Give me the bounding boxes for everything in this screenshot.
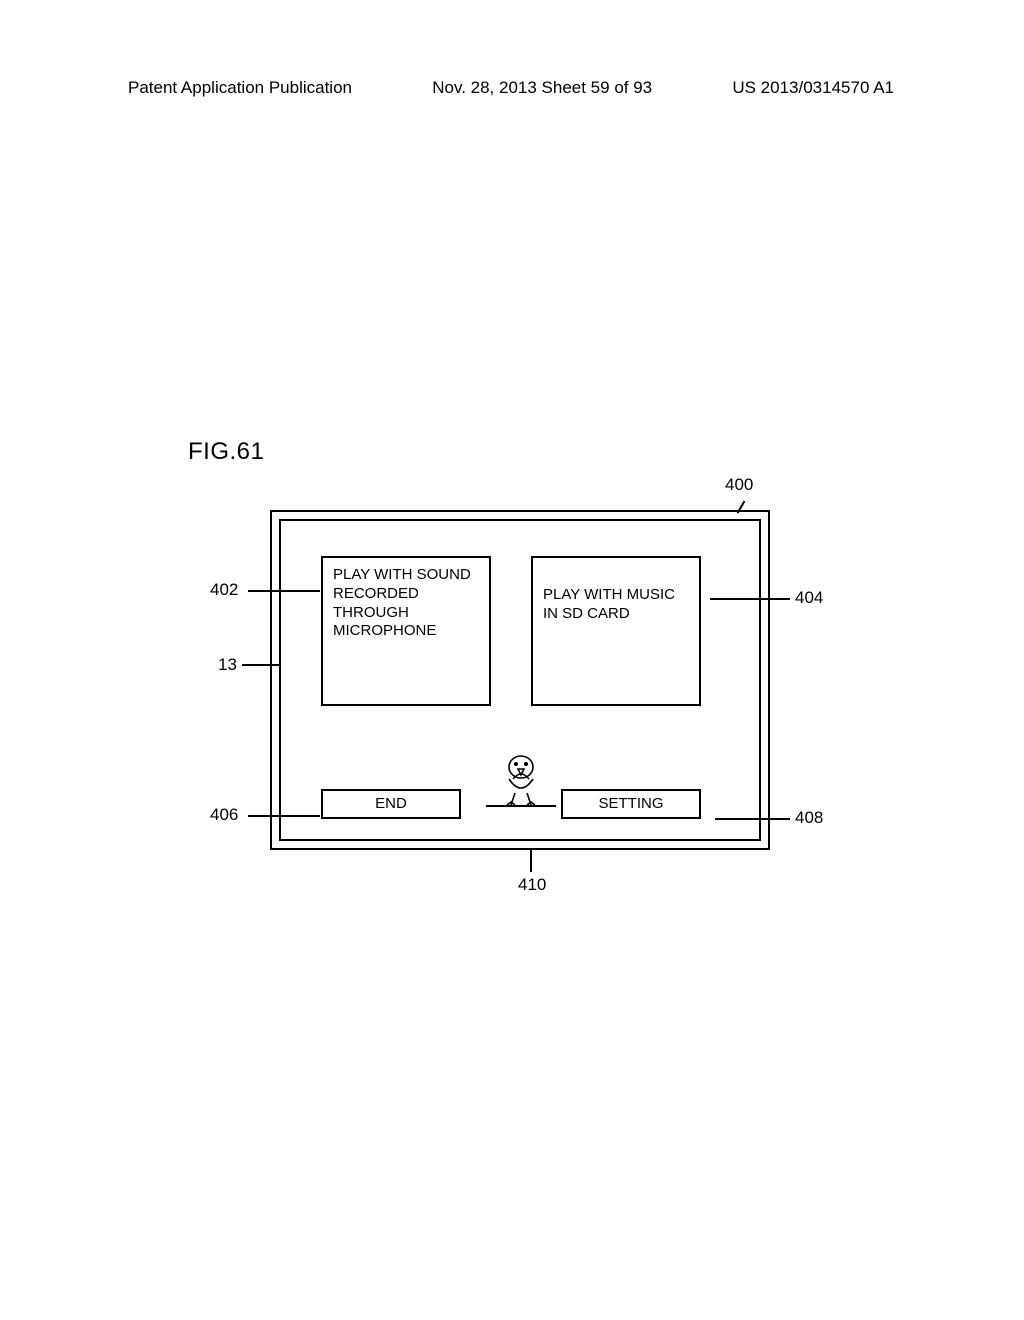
header-right: US 2013/0314570 A1 [732, 78, 894, 98]
header-left: Patent Application Publication [128, 78, 352, 98]
option-play-mic[interactable]: PLAY WITH SOUND RECORDED THROUGH MICROPH… [321, 556, 491, 706]
lead-13 [242, 664, 280, 666]
page-header: Patent Application Publication Nov. 28, … [0, 78, 1024, 98]
callout-404: 404 [795, 588, 823, 608]
device-screen: PLAY WITH SOUND RECORDED THROUGH MICROPH… [279, 519, 761, 841]
bird-icon [491, 749, 551, 819]
lead-410 [530, 850, 532, 872]
option-play-sd[interactable]: PLAY WITH MUSIC IN SD CARD [531, 556, 701, 706]
callout-402: 402 [210, 580, 238, 600]
end-button[interactable]: END [321, 789, 461, 819]
lead-402 [248, 590, 320, 592]
figure-label: FIG.61 [188, 438, 264, 466]
callout-406: 406 [210, 805, 238, 825]
option-play-sd-label: PLAY WITH MUSIC IN SD CARD [543, 586, 675, 622]
bird-perch [486, 805, 556, 807]
device-outer-frame: PLAY WITH SOUND RECORDED THROUGH MICROPH… [270, 510, 770, 850]
option-play-mic-label: PLAY WITH SOUND RECORDED THROUGH MICROPH… [333, 566, 471, 639]
callout-400: 400 [725, 475, 753, 495]
setting-button-label: SETTING [598, 795, 663, 812]
setting-button[interactable]: SETTING [561, 789, 701, 819]
lead-406 [248, 815, 320, 817]
callout-13: 13 [218, 655, 237, 675]
callout-410: 410 [518, 875, 546, 895]
end-button-label: END [375, 795, 407, 812]
lead-404 [710, 598, 790, 600]
figure-diagram: 400 PLAY WITH SOUND RECORDED THROUGH MIC… [170, 470, 830, 900]
header-center: Nov. 28, 2013 Sheet 59 of 93 [432, 78, 652, 98]
lead-408 [715, 818, 790, 820]
callout-408: 408 [795, 808, 823, 828]
